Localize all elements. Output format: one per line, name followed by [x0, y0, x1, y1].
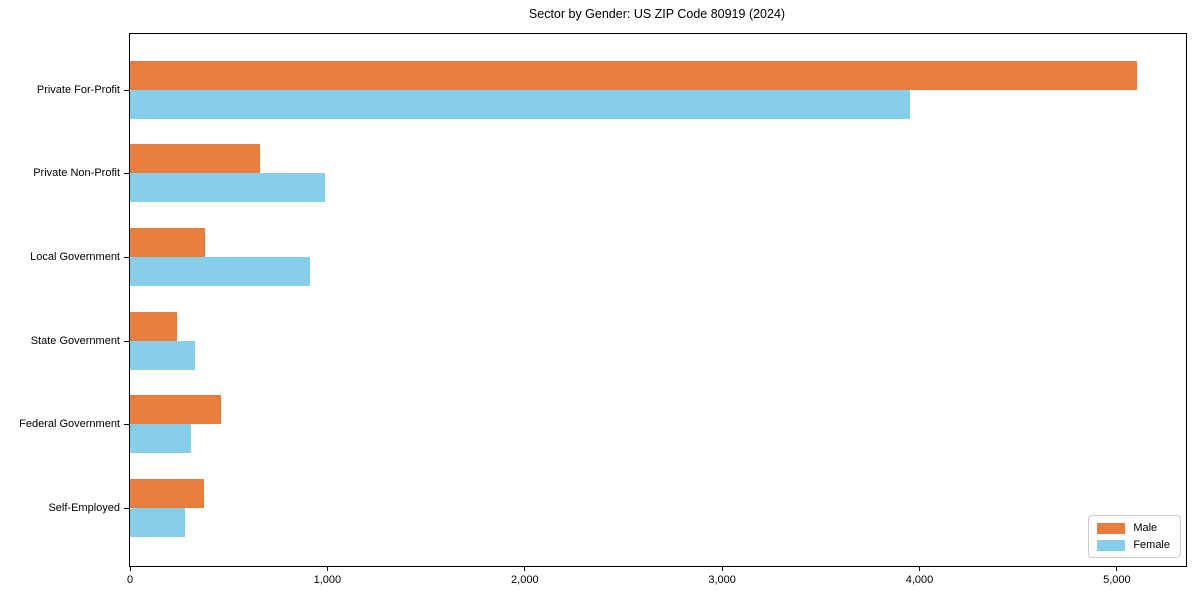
y-tick-label-self-employed: Self-Employed: [48, 502, 120, 514]
x-tick-mark: [326, 566, 328, 571]
legend-label-female: Female: [1133, 539, 1170, 551]
bar-female-self-employed: [130, 508, 186, 537]
y-tick-mark: [124, 424, 130, 426]
bar-male-private-non-profit: [130, 144, 261, 174]
y-tick-label-local-government: Local Government: [30, 251, 120, 263]
x-tick-label-5-000: 5,000: [1103, 574, 1131, 586]
bar-male-state-government: [130, 311, 178, 341]
y-tick-label-private-non-profit: Private Non-Profit: [33, 167, 120, 180]
plot-area: Private For-Profit Private Non-Profit Loca…: [19, 33, 1187, 586]
y-tick-label-private-for-profit: Private For-Profit: [36, 83, 120, 96]
chart-title: Sector by Gender: US ZIP Code 80919 (202…: [528, 7, 786, 21]
y-tick-mark: [124, 340, 130, 342]
y-tick-mark: [124, 508, 130, 509]
y-tick-mark: [124, 89, 130, 91]
legend-item-male: Male: [1097, 522, 1170, 534]
bar-male-federal-government: [130, 395, 221, 425]
legend-swatch-male: [1097, 522, 1126, 534]
bar-female-state-government: [130, 340, 196, 370]
legend-swatch-female: [1097, 539, 1126, 551]
x-tick-label-4-000: 4,000: [905, 574, 934, 586]
x-tick-mark: [721, 566, 723, 571]
x-tick-mark: [1116, 566, 1118, 571]
y-tick-label-federal-government: Federal Government: [19, 418, 120, 431]
x-tick-label-2-000: 2,000: [511, 574, 539, 586]
legend-item-female: Female: [1097, 539, 1170, 551]
x-tick-mark: [129, 566, 131, 571]
x-tick-mark: [919, 566, 920, 571]
y-tick-mark: [124, 257, 130, 258]
bar-male-self-employed: [130, 479, 205, 508]
legend-label-male: Male: [1133, 522, 1158, 534]
legend: Male Female: [1088, 515, 1181, 558]
bar-female-private-non-profit: [130, 173, 326, 203]
y-tick-mark: [124, 173, 130, 175]
y-tick-label-state-government: State Government: [30, 334, 120, 347]
bar-female-local-government: [130, 257, 310, 286]
x-tick-label-3-000: 3,000: [708, 574, 736, 586]
x-tick-mark: [524, 566, 526, 571]
x-tick-label-0: 0: [126, 574, 134, 586]
bar-female-federal-government: [130, 424, 192, 454]
x-tick-label-1-000: 1,000: [313, 574, 342, 586]
bar-male-private-for-profit: [130, 60, 1137, 90]
bar-male-local-government: [130, 228, 205, 257]
bar-female-private-for-profit: [130, 89, 910, 119]
